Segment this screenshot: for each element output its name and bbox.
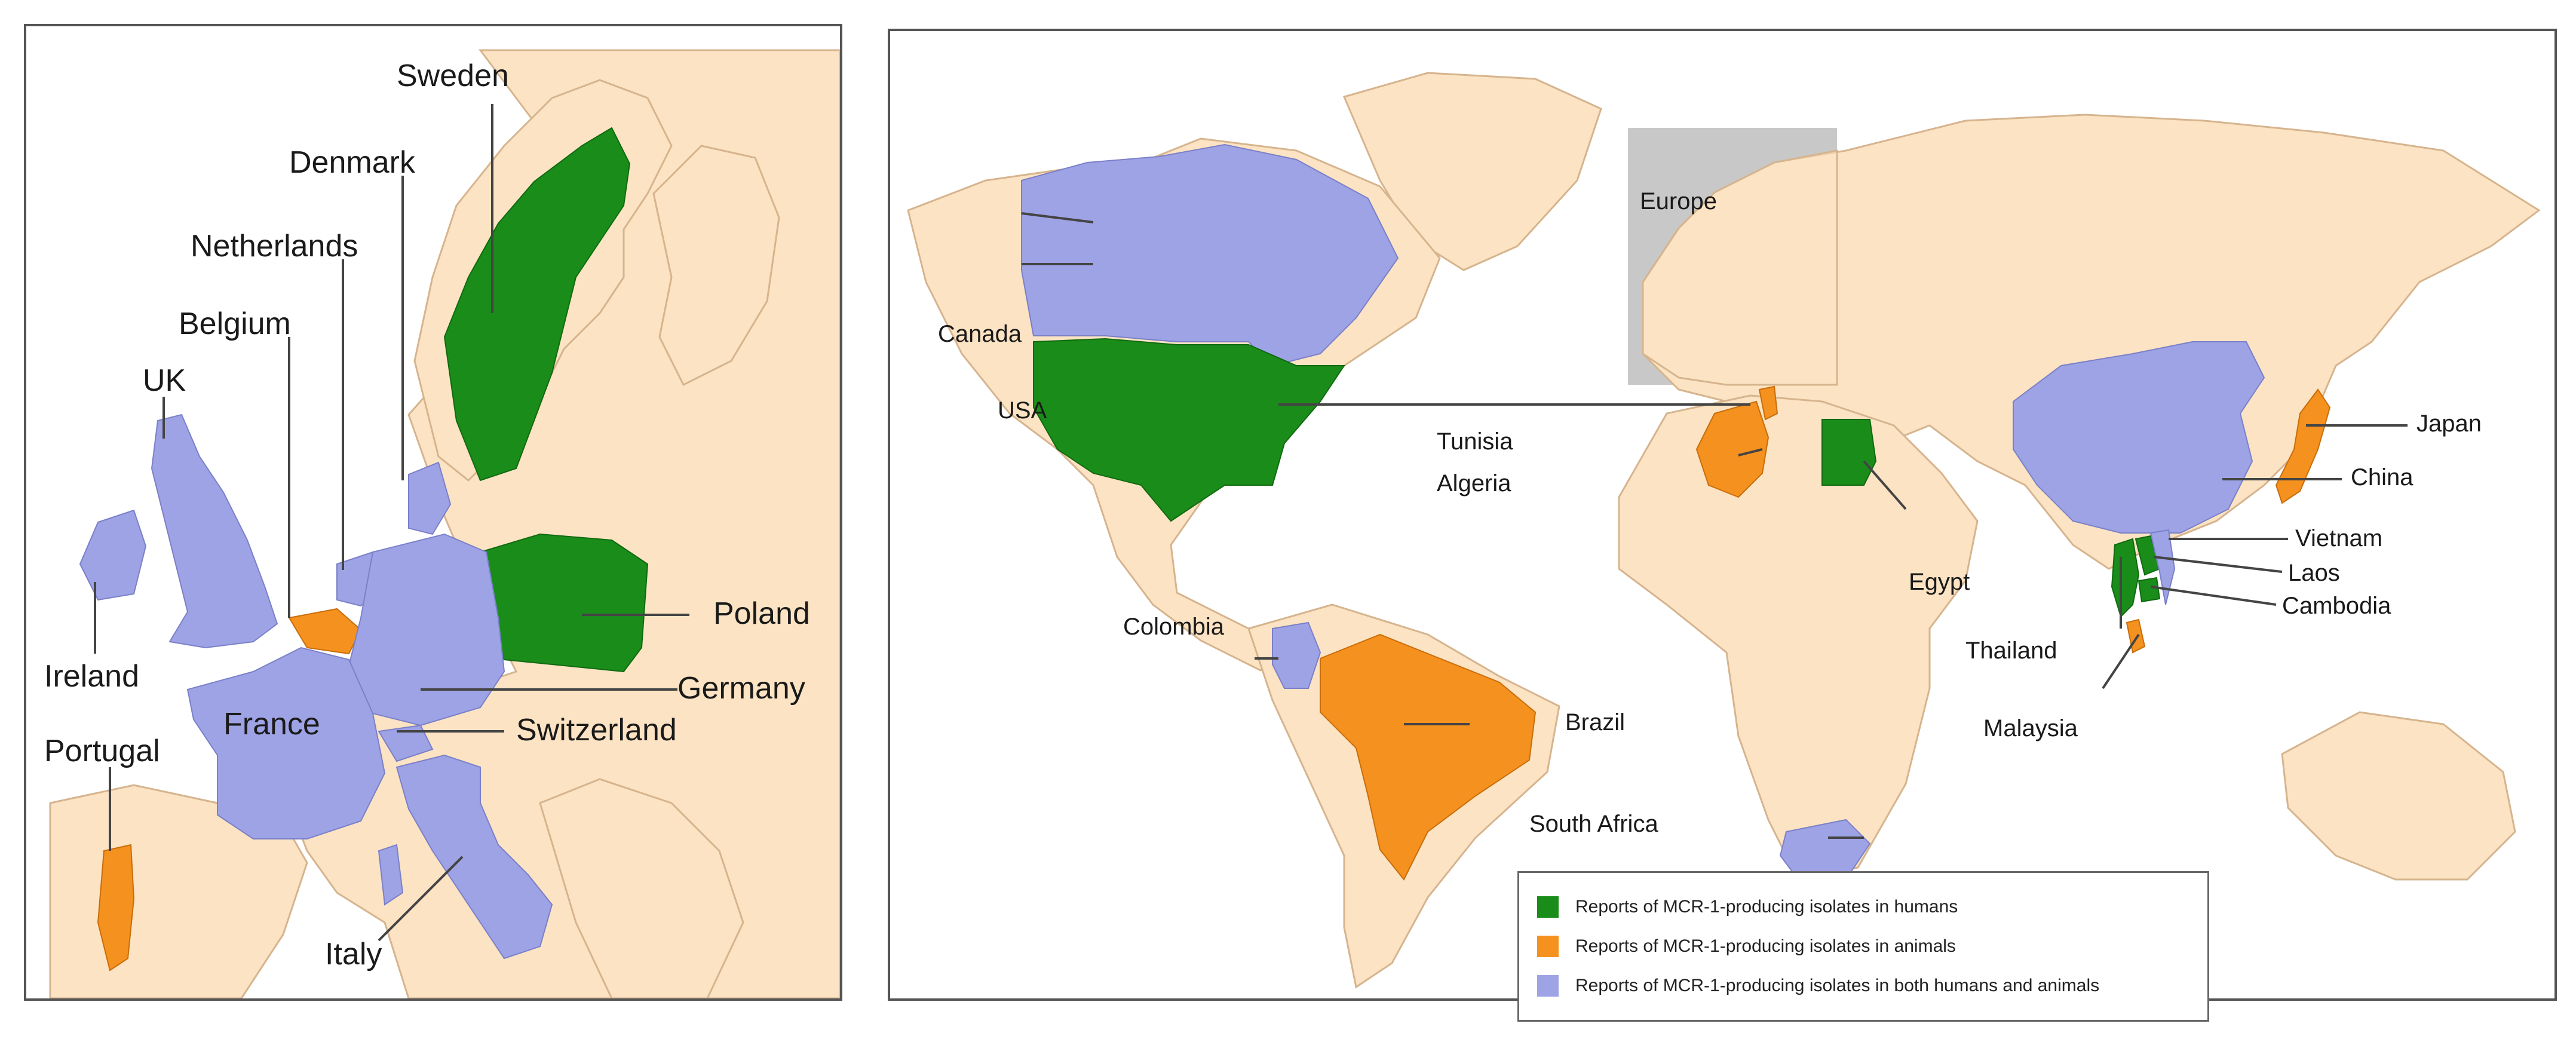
legend-swatch-humans xyxy=(1537,896,1559,918)
australia-landmass xyxy=(2281,711,2516,881)
label-south-africa: South Africa xyxy=(1529,811,1658,837)
label-belgium: Belgium xyxy=(179,307,291,341)
label-switzerland: Switzerland xyxy=(516,713,677,747)
finland-landmass xyxy=(652,145,780,387)
egypt-region xyxy=(1821,419,1877,486)
label-colombia: Colombia xyxy=(1123,614,1225,640)
brazil-region xyxy=(1320,633,1537,881)
europe-landmass-world xyxy=(1642,149,1838,386)
colombia-region xyxy=(1272,621,1321,689)
label-japan: Japan xyxy=(2416,410,2482,437)
label-sweden: Sweden xyxy=(397,59,509,93)
cambodia-leader xyxy=(2150,586,2277,606)
legend-label-animals: Reports of MCR-1-producing isolates in a… xyxy=(1575,936,1956,956)
portugal-region xyxy=(97,844,135,972)
japan-region xyxy=(2275,388,2331,504)
legend-swatch-both xyxy=(1537,975,1559,997)
label-europe-box: Europe xyxy=(1640,188,1717,214)
label-canada: Canada xyxy=(938,321,1022,347)
thailand-region xyxy=(2111,538,2140,618)
china-region xyxy=(2013,341,2265,534)
label-usa: USA xyxy=(998,397,1047,424)
uk-region xyxy=(151,413,278,649)
label-portugal: Portugal xyxy=(44,734,160,768)
europe-map: Sweden Denmark Netherlands Belgium UK Ir… xyxy=(26,26,840,998)
denmark-region xyxy=(408,461,452,535)
label-germany: Germany xyxy=(677,671,805,706)
france-region xyxy=(186,646,386,839)
label-china: China xyxy=(2351,464,2414,491)
world-map: Europe Canada USA Colombia Brazil Tunisi… xyxy=(890,31,2554,998)
label-france: France xyxy=(223,707,320,741)
label-italy: Italy xyxy=(325,937,382,972)
germany-region xyxy=(348,533,505,727)
vietnam-region xyxy=(2149,529,2176,605)
label-algeria: Algeria xyxy=(1437,470,1511,497)
label-thailand: Thailand xyxy=(1965,638,2057,664)
italy-region xyxy=(395,754,553,960)
label-ireland: Ireland xyxy=(44,659,139,694)
poland-region xyxy=(480,533,649,673)
canada-region xyxy=(1021,143,1399,367)
label-uk: UK xyxy=(143,363,186,398)
italy-leader xyxy=(378,856,464,942)
cambodia-region xyxy=(2138,577,2161,603)
legend-label-both: Reports of MCR-1-producing isolates in b… xyxy=(1575,976,2100,995)
label-netherlands: Netherlands xyxy=(191,229,358,263)
legend-item-both: Reports of MCR-1-producing isolates in b… xyxy=(1537,966,2189,1006)
tunisia-region xyxy=(1758,385,1778,421)
laos-leader xyxy=(2153,556,2283,573)
usa-region xyxy=(1033,338,1345,522)
switzerland-region xyxy=(378,724,434,762)
legend-item-animals: Reports of MCR-1-producing isolates in a… xyxy=(1537,927,2189,966)
malaysia-leader xyxy=(2102,633,2140,690)
sweden-region xyxy=(443,127,631,482)
legend-label-humans: Reports of MCR-1-producing isolates in h… xyxy=(1575,897,1958,917)
label-malaysia: Malaysia xyxy=(1983,715,2078,741)
algeria-region xyxy=(1695,400,1770,498)
legend: Reports of MCR-1-producing isolates in h… xyxy=(1517,871,2209,1022)
label-poland: Poland xyxy=(713,596,810,631)
africa-landmass xyxy=(1618,394,1979,881)
algeria-leader xyxy=(1738,448,1763,456)
label-denmark: Denmark xyxy=(289,145,416,180)
label-tunisia: Tunisia xyxy=(1437,428,1513,455)
europe-map-panel: Sweden Denmark Netherlands Belgium UK Ir… xyxy=(24,24,842,1001)
legend-swatch-animals xyxy=(1537,936,1559,957)
label-cambodia: Cambodia xyxy=(2282,593,2391,619)
label-vietnam: Vietnam xyxy=(2295,525,2382,551)
world-map-panel: Europe Canada USA Colombia Brazil Tunisi… xyxy=(888,29,2557,1001)
canada-leader xyxy=(1021,212,1094,223)
label-brazil: Brazil xyxy=(1565,709,1625,736)
legend-item-humans: Reports of MCR-1-producing isolates in h… xyxy=(1537,887,2189,927)
balkans-landmass xyxy=(539,778,744,998)
egypt-leader xyxy=(1863,460,1907,510)
label-egypt: Egypt xyxy=(1909,569,1970,595)
sardinia-region xyxy=(378,844,404,906)
label-laos: Laos xyxy=(2288,560,2340,586)
ireland-region xyxy=(79,509,147,601)
